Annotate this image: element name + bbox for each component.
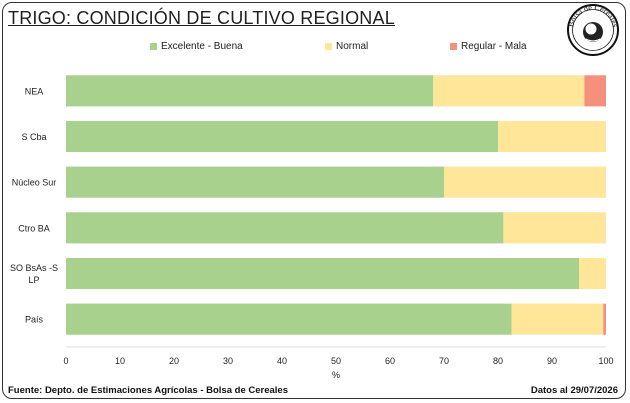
legend-label-regular: Regular - Mala: [461, 41, 527, 52]
x-tick-label-60: 60: [385, 356, 395, 366]
chart-legend: Excelente - Buena Normal Regular - Mala: [0, 41, 630, 55]
x-tick-label-70: 70: [439, 356, 449, 366]
category-label-nucleo-sur: Núcleo Sur: [12, 178, 57, 188]
bar-ctro-ba-excelente: [66, 212, 504, 244]
data-date: Datos al 29/07/2026: [530, 385, 618, 396]
x-axis-label: %: [332, 370, 340, 380]
legend-label-normal: Normal: [336, 41, 369, 52]
bar-ctro-ba-normal: [503, 212, 606, 244]
x-tick-label-50: 50: [331, 356, 341, 366]
bar-so-bsas-s-lp-normal: [579, 257, 606, 290]
category-label-pais: País: [25, 315, 44, 325]
bar-s-cba-excelente: [66, 120, 498, 153]
category-label-s-cba: S Cba: [21, 132, 46, 142]
bar-nea-excelente: [66, 75, 434, 107]
bolsa-de-cereales-logo: Bolsa de Cereales: [566, 3, 620, 56]
legend-swatch-regular: [450, 43, 457, 50]
x-tick-label-100: 100: [598, 356, 613, 366]
bar-pais-normal: [511, 303, 604, 335]
source-note: Fuente: Depto. de Estimaciones Agrícolas…: [8, 385, 288, 396]
x-tick-label-90: 90: [547, 356, 557, 366]
x-tick-label-80: 80: [493, 356, 503, 366]
legend-item-excelente: Excelente - Buena: [150, 41, 243, 52]
legend-item-normal: Normal: [325, 41, 368, 52]
bar-s-cba-normal: [498, 120, 606, 153]
x-tick-label-10: 10: [115, 356, 125, 366]
legend-item-regular: Regular - Mala: [450, 41, 527, 52]
category-label-ctro-ba: Ctro BA: [18, 223, 50, 233]
x-tick-label-20: 20: [169, 356, 179, 366]
x-tick-label-40: 40: [277, 356, 287, 366]
category-label-so-bsas-s-lp: SO BsAs -S LP: [10, 263, 58, 285]
legend-label-excelente: Excelente - Buena: [161, 41, 243, 52]
bar-nucleo-sur-excelente: [66, 166, 444, 198]
category-label-nea: NEA: [25, 86, 44, 96]
bar-pais-regular: [603, 303, 606, 335]
bar-nea-normal: [433, 75, 585, 107]
x-tick-label-30: 30: [223, 356, 233, 366]
x-tick-label-0: 0: [63, 356, 68, 366]
bar-so-bsas-s-lp-excelente: [66, 257, 579, 290]
chart-title: TRIGO: CONDICIÓN DE CULTIVO REGIONAL: [8, 8, 395, 28]
legend-swatch-normal: [325, 43, 332, 50]
legend-swatch-excelente: [150, 43, 157, 50]
bar-nea-regular: [584, 75, 606, 107]
bar-pais-excelente: [66, 303, 512, 335]
bar-nucleo-sur-normal: [444, 166, 606, 198]
